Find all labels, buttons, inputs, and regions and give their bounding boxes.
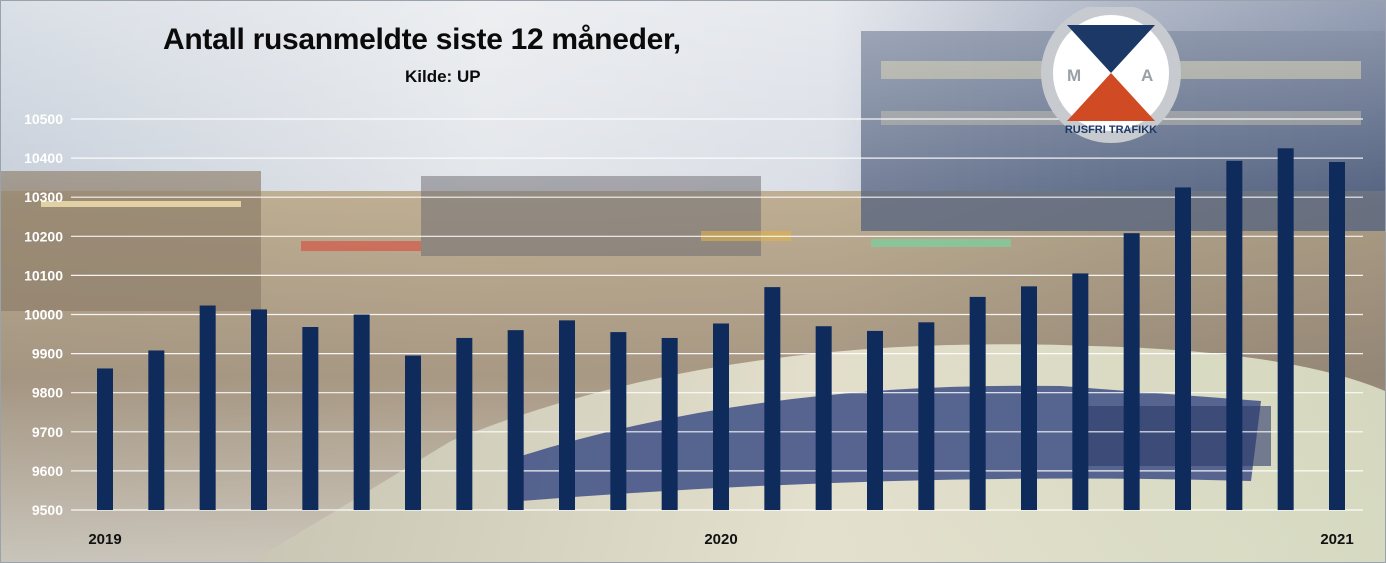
bar — [815, 326, 832, 510]
bar — [713, 323, 729, 510]
bar — [1329, 162, 1345, 510]
bar — [456, 337, 473, 510]
bar — [559, 320, 575, 510]
rusfri-trafikk-logo: M A RUSFRI TRAFIKK — [1041, 7, 1181, 143]
bar — [969, 296, 986, 510]
bar — [1277, 148, 1294, 510]
bar — [251, 309, 267, 510]
logo-letter-a: A — [1141, 66, 1153, 85]
y-axis-tick-labels: 9500 9600 9700 9800 9900 10000 10100 10200 10300… — [24, 111, 63, 518]
bar — [1072, 273, 1089, 510]
bar — [353, 314, 370, 510]
y-tick-label: 10200 — [24, 228, 63, 244]
bar — [1226, 160, 1243, 510]
y-tick-label: 10500 — [24, 111, 63, 127]
chart-source: Kilde: UP — [405, 67, 481, 86]
y-tick-label: 9500 — [32, 502, 63, 518]
bar — [1021, 286, 1037, 510]
bar — [405, 355, 421, 510]
bar — [610, 332, 627, 510]
bar — [302, 327, 319, 510]
bar — [867, 330, 883, 510]
bar — [661, 337, 678, 510]
x-axis-tick-labels: 2019 2020 2021 — [88, 531, 1353, 548]
bars — [97, 148, 1345, 511]
x-tick-label: 2021 — [1320, 531, 1353, 548]
bar — [97, 368, 113, 510]
y-tick-label: 10000 — [24, 307, 63, 323]
y-tick-label: 10400 — [24, 150, 63, 166]
bar — [507, 330, 524, 510]
bar — [199, 305, 216, 510]
bar — [918, 322, 935, 510]
x-tick-label: 2020 — [704, 531, 737, 548]
bar — [764, 287, 781, 510]
x-tick-label: 2019 — [88, 531, 121, 548]
y-tick-label: 9800 — [32, 385, 63, 401]
y-tick-label: 10300 — [24, 189, 63, 205]
logo-letter-m: M — [1067, 66, 1081, 85]
bar — [1175, 187, 1191, 511]
logo-text: RUSFRI TRAFIKK — [1065, 124, 1157, 136]
y-tick-label: 9700 — [32, 424, 63, 440]
y-tick-label: 10100 — [24, 267, 63, 283]
y-tick-label: 9900 — [32, 346, 63, 362]
bar — [148, 350, 165, 510]
chart-title: Antall rusanmeldte siste 12 måneder, — [163, 23, 681, 56]
y-tick-label: 9600 — [32, 463, 63, 479]
bar — [1123, 233, 1140, 510]
